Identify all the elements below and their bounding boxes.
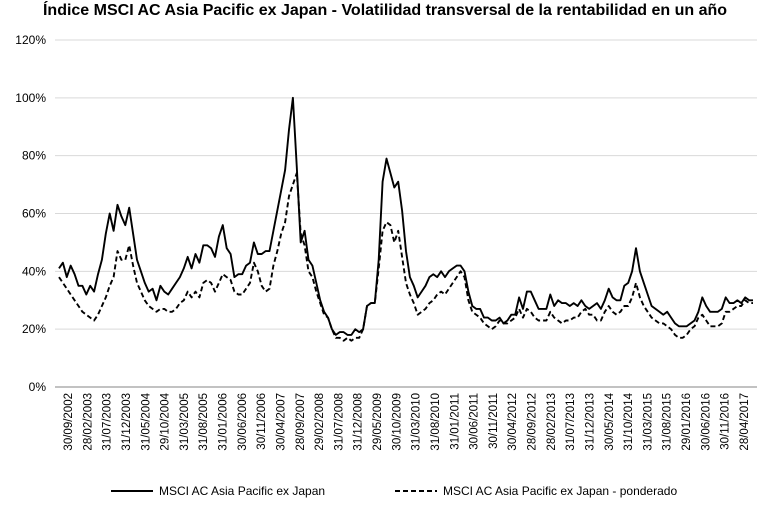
x-tick-label: 31/07/2013 <box>565 393 577 451</box>
x-tick-label: 30/11/2016 <box>720 393 732 450</box>
legend-label-1: MSCI AC Asia Pacific ex Japan <box>159 484 325 498</box>
x-tick-label: 31/03/2005 <box>179 393 191 451</box>
chart-title: Índice MSCI AC Asia Pacific ex Japan - V… <box>42 2 728 19</box>
legend: MSCI AC Asia Pacific ex Japan MSCI AC Asi… <box>111 484 677 498</box>
series-line-1 <box>58 96 753 336</box>
y-tick-label: 60% <box>22 207 46 221</box>
x-tick-label: 31/10/2014 <box>623 392 635 450</box>
series-line-2 <box>58 172 753 342</box>
x-tick-label: 31/03/2015 <box>642 393 654 451</box>
x-tick-label: 31/12/2013 <box>584 393 596 451</box>
x-tick-label: 30/11/2011 <box>488 393 500 449</box>
x-tick-label: 30/06/2011 <box>469 393 481 450</box>
series-lines <box>58 96 753 342</box>
x-tick-label: 31/01/2011 <box>449 393 461 450</box>
x-tick-label: 31/12/2008 <box>353 393 365 451</box>
x-tick-label: 30/10/2009 <box>391 393 403 451</box>
x-axis-ticks: 30/09/2002 28/02/2003 31/07/2003 31/12/2003… <box>63 392 751 450</box>
x-tick-label: 31/08/2015 <box>662 393 674 451</box>
x-tick-label: 31/07/2003 <box>102 393 114 451</box>
x-tick-label: 30/06/2006 <box>237 393 249 451</box>
x-tick-label: 28/09/2007 <box>295 393 307 451</box>
x-tick-label: 31/07/2008 <box>333 393 345 451</box>
x-tick-label: 29/05/2009 <box>372 393 384 451</box>
x-tick-label: 31/12/2003 <box>121 393 133 451</box>
x-tick-label: 29/02/2008 <box>314 393 326 451</box>
x-tick-label: 31/05/2004 <box>140 392 152 450</box>
x-tick-label: 28/02/2003 <box>82 393 94 451</box>
y-tick-label: 80% <box>22 149 46 163</box>
x-tick-label: 30/04/2007 <box>275 393 287 451</box>
y-axis-ticks: 0% 20% 40% 60% 80% 100% 120% <box>15 33 46 394</box>
gridlines <box>55 39 757 330</box>
legend-label-2: MSCI AC Asia Pacific ex Japan - ponderad… <box>443 484 677 498</box>
x-tick-label: 30/06/2016 <box>700 393 712 451</box>
y-tick-label: 0% <box>29 380 47 394</box>
x-tick-label: 30/09/2002 <box>63 393 75 451</box>
x-tick-label: 31/03/2010 <box>411 393 423 451</box>
y-tick-label: 120% <box>15 33 46 47</box>
x-tick-label: 31/08/2010 <box>430 393 442 451</box>
y-tick-label: 100% <box>15 91 46 105</box>
x-tick-label: 29/10/2004 <box>160 392 172 450</box>
x-tick-label: 29/01/2016 <box>681 393 693 451</box>
x-tick-label: 30/05/2014 <box>604 392 616 450</box>
x-tick-label: 28/09/2012 <box>527 393 539 451</box>
y-tick-label: 40% <box>22 264 46 278</box>
x-tick-label: 30/11/2006 <box>256 393 268 450</box>
x-tick-label: 28/02/2013 <box>546 393 558 451</box>
x-tick-label: 31/01/2006 <box>218 393 230 451</box>
x-tick-label: 28/04/2017 <box>739 393 751 451</box>
y-tick-label: 20% <box>22 322 46 336</box>
x-tick-label: 30/04/2012 <box>507 393 519 451</box>
x-tick-label: 31/08/2005 <box>198 393 210 451</box>
